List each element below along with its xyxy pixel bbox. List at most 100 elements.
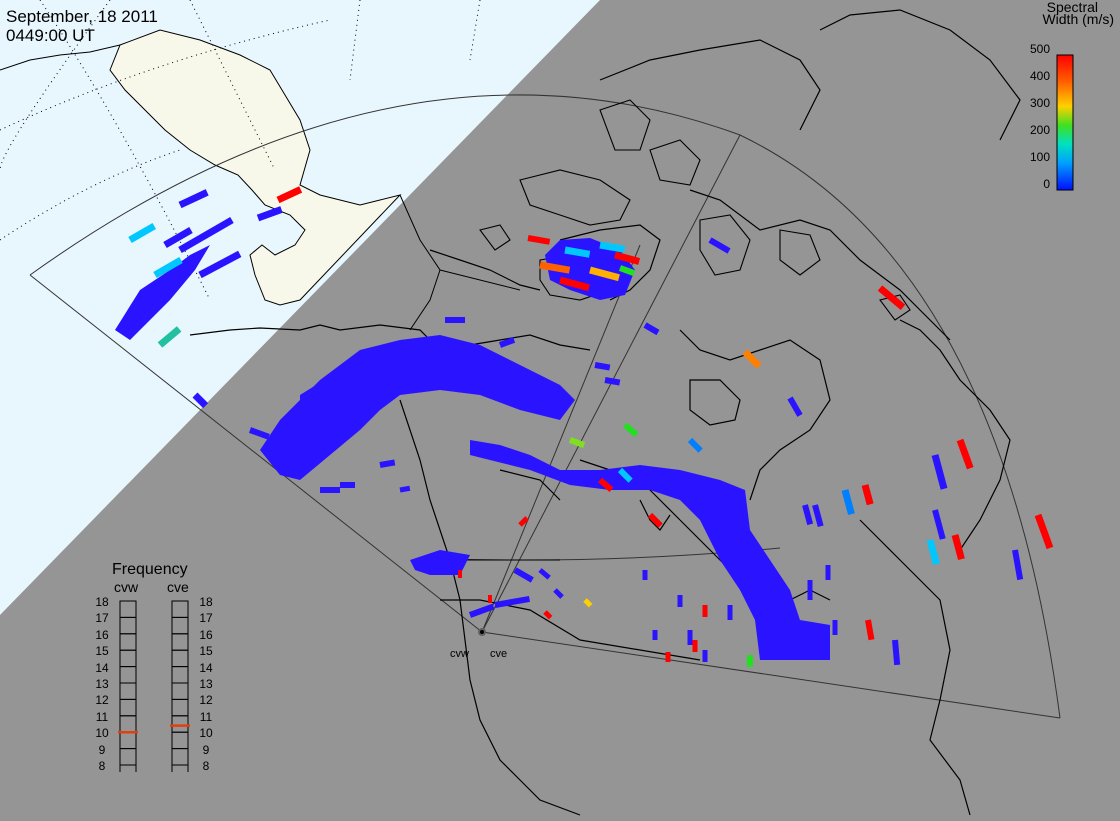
backscatter-cell — [178, 189, 209, 209]
backscatter-cell — [543, 610, 553, 620]
frequency-gauge-cell — [119, 649, 137, 668]
frequency-tick-label: 10 — [95, 726, 109, 741]
radar-label-cvw: cvw — [450, 648, 469, 660]
backscatter-cell — [877, 285, 906, 310]
backscatter-cell — [1034, 513, 1054, 550]
grid-lines — [0, 0, 481, 301]
backscatter-cell — [527, 235, 551, 245]
frequency-gauge-cell — [119, 616, 137, 635]
backscatter-cell — [652, 630, 658, 640]
backscatter-cell — [494, 595, 530, 608]
backscatter-cell — [594, 362, 611, 371]
backscatter-cell — [623, 422, 639, 437]
frequency-tick-label: 10 — [199, 726, 213, 741]
frequency-gauge-cell — [171, 748, 189, 766]
backscatter-cell — [598, 477, 614, 492]
backscatter-cell — [153, 256, 183, 279]
frequency-gauge-cell — [171, 649, 189, 668]
backscatter-cell — [727, 605, 733, 620]
backscatter-cell — [458, 570, 462, 578]
frequency-gauge-cell — [171, 682, 189, 700]
backscatter-cell — [1012, 549, 1024, 581]
frequency-tick-label: 9 — [98, 742, 106, 757]
frequency-gauge-cell — [171, 616, 189, 635]
backscatter-cell — [787, 396, 803, 417]
frequency-tick-label: 14 — [95, 660, 109, 675]
backscatter-cell — [513, 567, 534, 583]
frequency-tick-label: 17 — [95, 611, 109, 626]
radar-label-cve: cve — [490, 648, 508, 660]
frequency-title: Frequency — [112, 561, 188, 578]
backscatter-cell — [865, 619, 875, 641]
frequency-tick-label: 9 — [202, 742, 210, 757]
backscatter-cell — [643, 322, 660, 336]
backscatter-cell — [708, 237, 731, 254]
backscatter-cell — [470, 440, 830, 660]
frequency-gauge-cell — [171, 764, 189, 772]
colorbar-title-2: Width (m/s) — [1042, 11, 1114, 27]
backscatter-cell — [747, 655, 753, 667]
frequency-tick-label: 16 — [199, 627, 213, 642]
backscatter-cell — [931, 454, 948, 490]
colorbar-tick-label: 500 — [1029, 42, 1050, 56]
frequency-tick-label: 13 — [95, 677, 109, 691]
frequency-tick-label: 16 — [95, 627, 109, 642]
frequency-gauge-cell — [171, 715, 189, 733]
backscatter-cell — [445, 317, 465, 323]
frequency-gauge-cell — [119, 698, 137, 717]
backscatter-cell — [618, 265, 636, 276]
backscatter-cell — [410, 550, 470, 575]
alaska-land — [109, 29, 402, 306]
backscatter-cell — [647, 512, 663, 528]
backscatter-cell — [128, 222, 156, 244]
alaska-coast-north — [0, 44, 121, 71]
backscatter-cell — [256, 206, 283, 222]
cve-label: cve — [167, 579, 189, 595]
backscatter-cell — [807, 580, 813, 600]
backscatter-cell — [559, 276, 590, 292]
backscatter-cell — [564, 246, 591, 258]
backscatter-cell — [687, 437, 703, 453]
frequency-gauge-cell — [119, 666, 137, 684]
backscatter-cell — [178, 216, 234, 254]
backscatter-cell — [932, 509, 946, 540]
frequency-tick-label: 14 — [199, 660, 213, 675]
frequency-gauge-cell — [119, 600, 137, 618]
frequency-tick-label: 18 — [95, 595, 109, 609]
date-label: September, 18 2011 — [6, 7, 158, 26]
backscatter-cell — [742, 349, 762, 369]
frequency-tick-label: 13 — [199, 677, 213, 691]
backscatter-cell — [163, 226, 193, 249]
frequency-gauge-cell — [171, 600, 189, 618]
backscatter-cell — [498, 337, 516, 348]
frequency-tick-label: 8 — [98, 759, 106, 773]
arctic-islands — [479, 99, 911, 321]
spectral-width-colorbar — [1056, 54, 1074, 191]
backscatter-cell — [825, 565, 831, 580]
colorbar-tick-label: 200 — [1029, 123, 1050, 137]
backscatter-cell — [642, 570, 648, 580]
backscatter-cell — [192, 392, 209, 409]
backscatter-cell — [320, 487, 340, 493]
backscatter-cell — [115, 245, 210, 340]
backscatter-cell — [300, 360, 380, 440]
radar-sites — [478, 628, 486, 636]
colorbar-tick-label: 300 — [1029, 96, 1050, 110]
frequency-gauge-cell — [119, 633, 137, 651]
frequency-gauge-cell — [171, 698, 189, 717]
backscatter-cell — [687, 630, 693, 645]
frequency-tick-label: 15 — [95, 644, 109, 659]
colorbar-tick-label: 0 — [1043, 177, 1050, 191]
frequency-tick-label: 11 — [95, 709, 109, 724]
backscatter-cell — [553, 588, 564, 599]
backscatter-cell — [157, 326, 182, 348]
backscatter-cells — [115, 186, 1054, 667]
backscatter-cell — [468, 603, 495, 618]
backscatter-cell — [832, 620, 838, 635]
frequency-gauges — [118, 600, 190, 772]
backscatter-cell — [604, 377, 621, 386]
frequency-tick-label: 11 — [199, 709, 213, 724]
backscatter-cell — [399, 485, 411, 493]
frequency-gauge-cell — [119, 682, 137, 700]
